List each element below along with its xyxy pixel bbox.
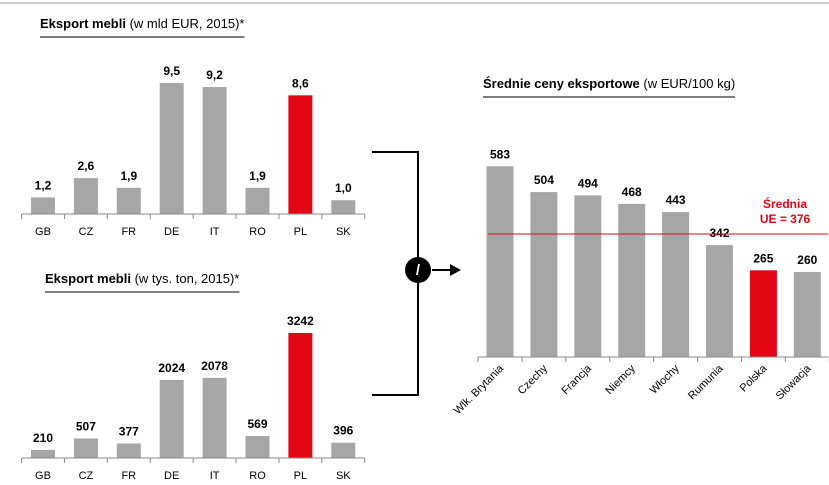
data-label: 210 xyxy=(33,431,53,445)
x-tick-label: RO xyxy=(249,470,266,482)
data-label: 2024 xyxy=(158,361,185,375)
x-tick-label: Niemcy xyxy=(603,362,638,397)
x-tick-label: GB xyxy=(35,226,51,238)
bar xyxy=(116,443,141,458)
x-tick-label: RO xyxy=(249,226,266,238)
bar xyxy=(202,377,227,458)
chart-title-note: (w EUR/100 kg) xyxy=(643,76,735,91)
x-tick-label: Włochy xyxy=(648,362,682,396)
data-label: 443 xyxy=(666,193,686,207)
bar xyxy=(331,200,356,214)
x-tick-label: PL xyxy=(294,226,307,238)
bar xyxy=(331,442,356,458)
data-label: 1,2 xyxy=(35,178,52,192)
chart-title-main: Eksport mebli xyxy=(45,271,131,286)
data-label: 265 xyxy=(753,251,773,265)
bar xyxy=(31,197,55,214)
x-tick-label: SK xyxy=(336,226,351,238)
x-tick-label: Czechy xyxy=(516,362,551,397)
x-tick-label: CZ xyxy=(79,226,94,238)
bar xyxy=(288,332,313,458)
data-label: 377 xyxy=(119,424,139,438)
data-label: 3242 xyxy=(287,314,314,328)
data-label: 1,0 xyxy=(335,181,352,195)
bar xyxy=(749,270,777,357)
bar xyxy=(574,195,602,357)
chart-title-main: Eksport mebli xyxy=(40,16,126,31)
data-label: 583 xyxy=(490,147,510,161)
x-tick-label: IT xyxy=(210,470,220,482)
data-label: 2078 xyxy=(201,359,228,373)
data-label: 1,9 xyxy=(249,169,266,183)
x-tick-label: FR xyxy=(121,226,136,238)
x-tick-label: GB xyxy=(35,470,51,482)
chart-title-note: (w tys. ton, 2015)* xyxy=(135,271,240,286)
data-label: 494 xyxy=(578,176,598,190)
bar xyxy=(159,379,184,458)
data-label: 2,6 xyxy=(78,159,95,173)
data-label: 396 xyxy=(333,424,353,438)
chart-title-main: Średnie ceny eksportowe xyxy=(483,76,640,91)
bar xyxy=(793,271,821,357)
bar xyxy=(202,87,227,214)
data-label: 9,2 xyxy=(206,68,223,82)
bar xyxy=(288,95,313,214)
x-tick-label: Wlk. Brytania xyxy=(452,362,507,417)
x-tick-label: SK xyxy=(336,470,351,482)
chart-title: Średnie ceny eksportowe (w EUR/100 kg) xyxy=(483,76,735,91)
chart-title: Eksport mebli (w mld EUR, 2015)* xyxy=(40,16,244,31)
reference-label: UE = 376 xyxy=(760,212,811,226)
chart-title: Eksport mebli (w tys. ton, 2015)* xyxy=(45,271,239,286)
arrow-head xyxy=(450,264,461,276)
x-tick-label: Francja xyxy=(559,362,594,397)
bar xyxy=(116,187,141,214)
bar xyxy=(159,82,184,215)
x-tick-label: PL xyxy=(294,470,307,482)
x-tick-label: CZ xyxy=(79,470,94,482)
bar xyxy=(31,449,55,458)
data-label: 507 xyxy=(76,419,96,433)
bar xyxy=(245,187,270,214)
x-tick-label: Polska xyxy=(738,362,770,394)
bar xyxy=(706,245,733,357)
bar xyxy=(618,203,646,357)
x-tick-label: IT xyxy=(210,226,220,238)
reference-label: Średnia xyxy=(763,196,807,211)
data-label: 260 xyxy=(797,253,817,267)
bar xyxy=(73,438,98,458)
operator: / xyxy=(416,262,421,279)
data-label: 8,6 xyxy=(292,76,309,90)
operator-circle xyxy=(405,257,431,283)
data-label: 468 xyxy=(622,185,642,199)
bar xyxy=(73,178,98,214)
data-label: 569 xyxy=(247,417,267,431)
x-tick-label: Słowacja xyxy=(774,362,814,402)
bar xyxy=(245,436,270,458)
bar xyxy=(486,166,514,357)
data-label: 1,9 xyxy=(120,169,137,183)
x-tick-label: Rumunia xyxy=(686,362,726,402)
bar xyxy=(662,212,690,357)
x-tick-label: DE xyxy=(164,470,179,482)
data-label: 342 xyxy=(709,226,729,240)
data-label: 9,5 xyxy=(163,64,180,78)
data-label: 504 xyxy=(534,173,554,187)
bar xyxy=(530,192,558,357)
x-tick-label: FR xyxy=(121,470,136,482)
x-tick-label: DE xyxy=(164,226,179,238)
chart-title-note: (w mld EUR, 2015)* xyxy=(130,16,245,31)
